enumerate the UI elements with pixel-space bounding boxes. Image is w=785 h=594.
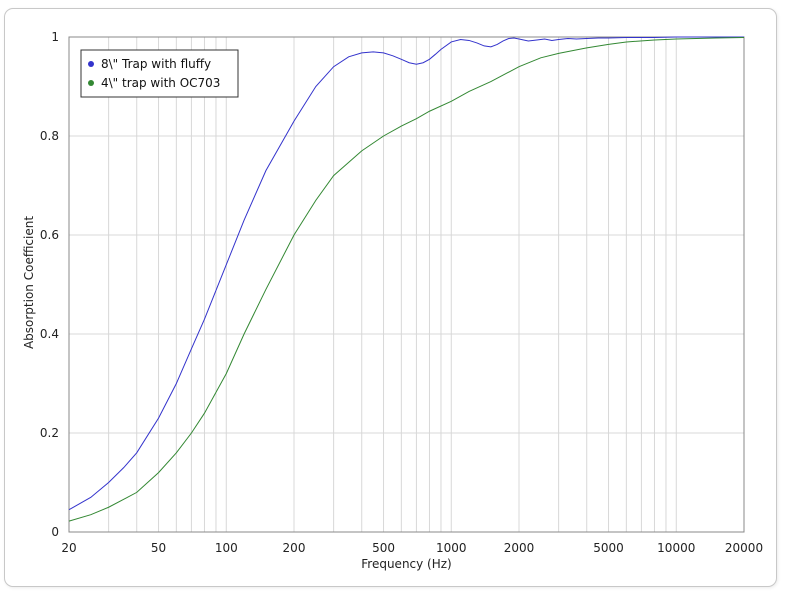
x-tick-label: 20000 — [725, 541, 763, 555]
x-tick-labels: 20 50 100 200 500 1000 2000 5000 10000 20000 — [61, 541, 763, 555]
legend-label: 8\" Trap with fluffy — [101, 57, 211, 71]
y-tick-label: 0.6 — [40, 228, 59, 242]
x-tick-label: 2000 — [504, 541, 535, 555]
x-tick-label: 20 — [61, 541, 76, 555]
x-tick-label: 1000 — [436, 541, 467, 555]
series-line-2 — [68, 37, 745, 522]
y-tick-label: 1 — [51, 30, 59, 44]
x-tick-label: 200 — [283, 541, 306, 555]
legend-marker — [88, 80, 94, 86]
chart-frame — [4, 8, 777, 587]
series-layer — [68, 36, 745, 522]
grid — [68, 36, 745, 533]
series-line-1 — [68, 36, 744, 511]
x-tick-label: 100 — [215, 541, 238, 555]
y-tick-label: 0.4 — [40, 327, 59, 341]
y-tick-labels: 0 0.2 0.4 0.6 0.8 1 — [40, 30, 59, 539]
y-tick-label: 0.8 — [40, 129, 59, 143]
y-tick-label: 0 — [51, 525, 59, 539]
x-tick-label: 10000 — [657, 541, 695, 555]
legend-box — [80, 49, 239, 98]
x-axis-title: Frequency (Hz) — [361, 557, 452, 571]
y-axis-title: Absorption Coefficient — [22, 216, 36, 349]
y-tick-label: 0.2 — [40, 426, 59, 440]
legend-marker — [88, 61, 94, 67]
x-tick-label: 5000 — [593, 541, 624, 555]
x-tick-label: 50 — [151, 541, 166, 555]
legend-label: 4\" trap with OC703 — [101, 76, 220, 90]
x-tick-label: 500 — [372, 541, 395, 555]
legend: 8\" Trap with fluffy 4\" trap with OC703 — [80, 49, 239, 98]
plot-border — [68, 36, 745, 533]
